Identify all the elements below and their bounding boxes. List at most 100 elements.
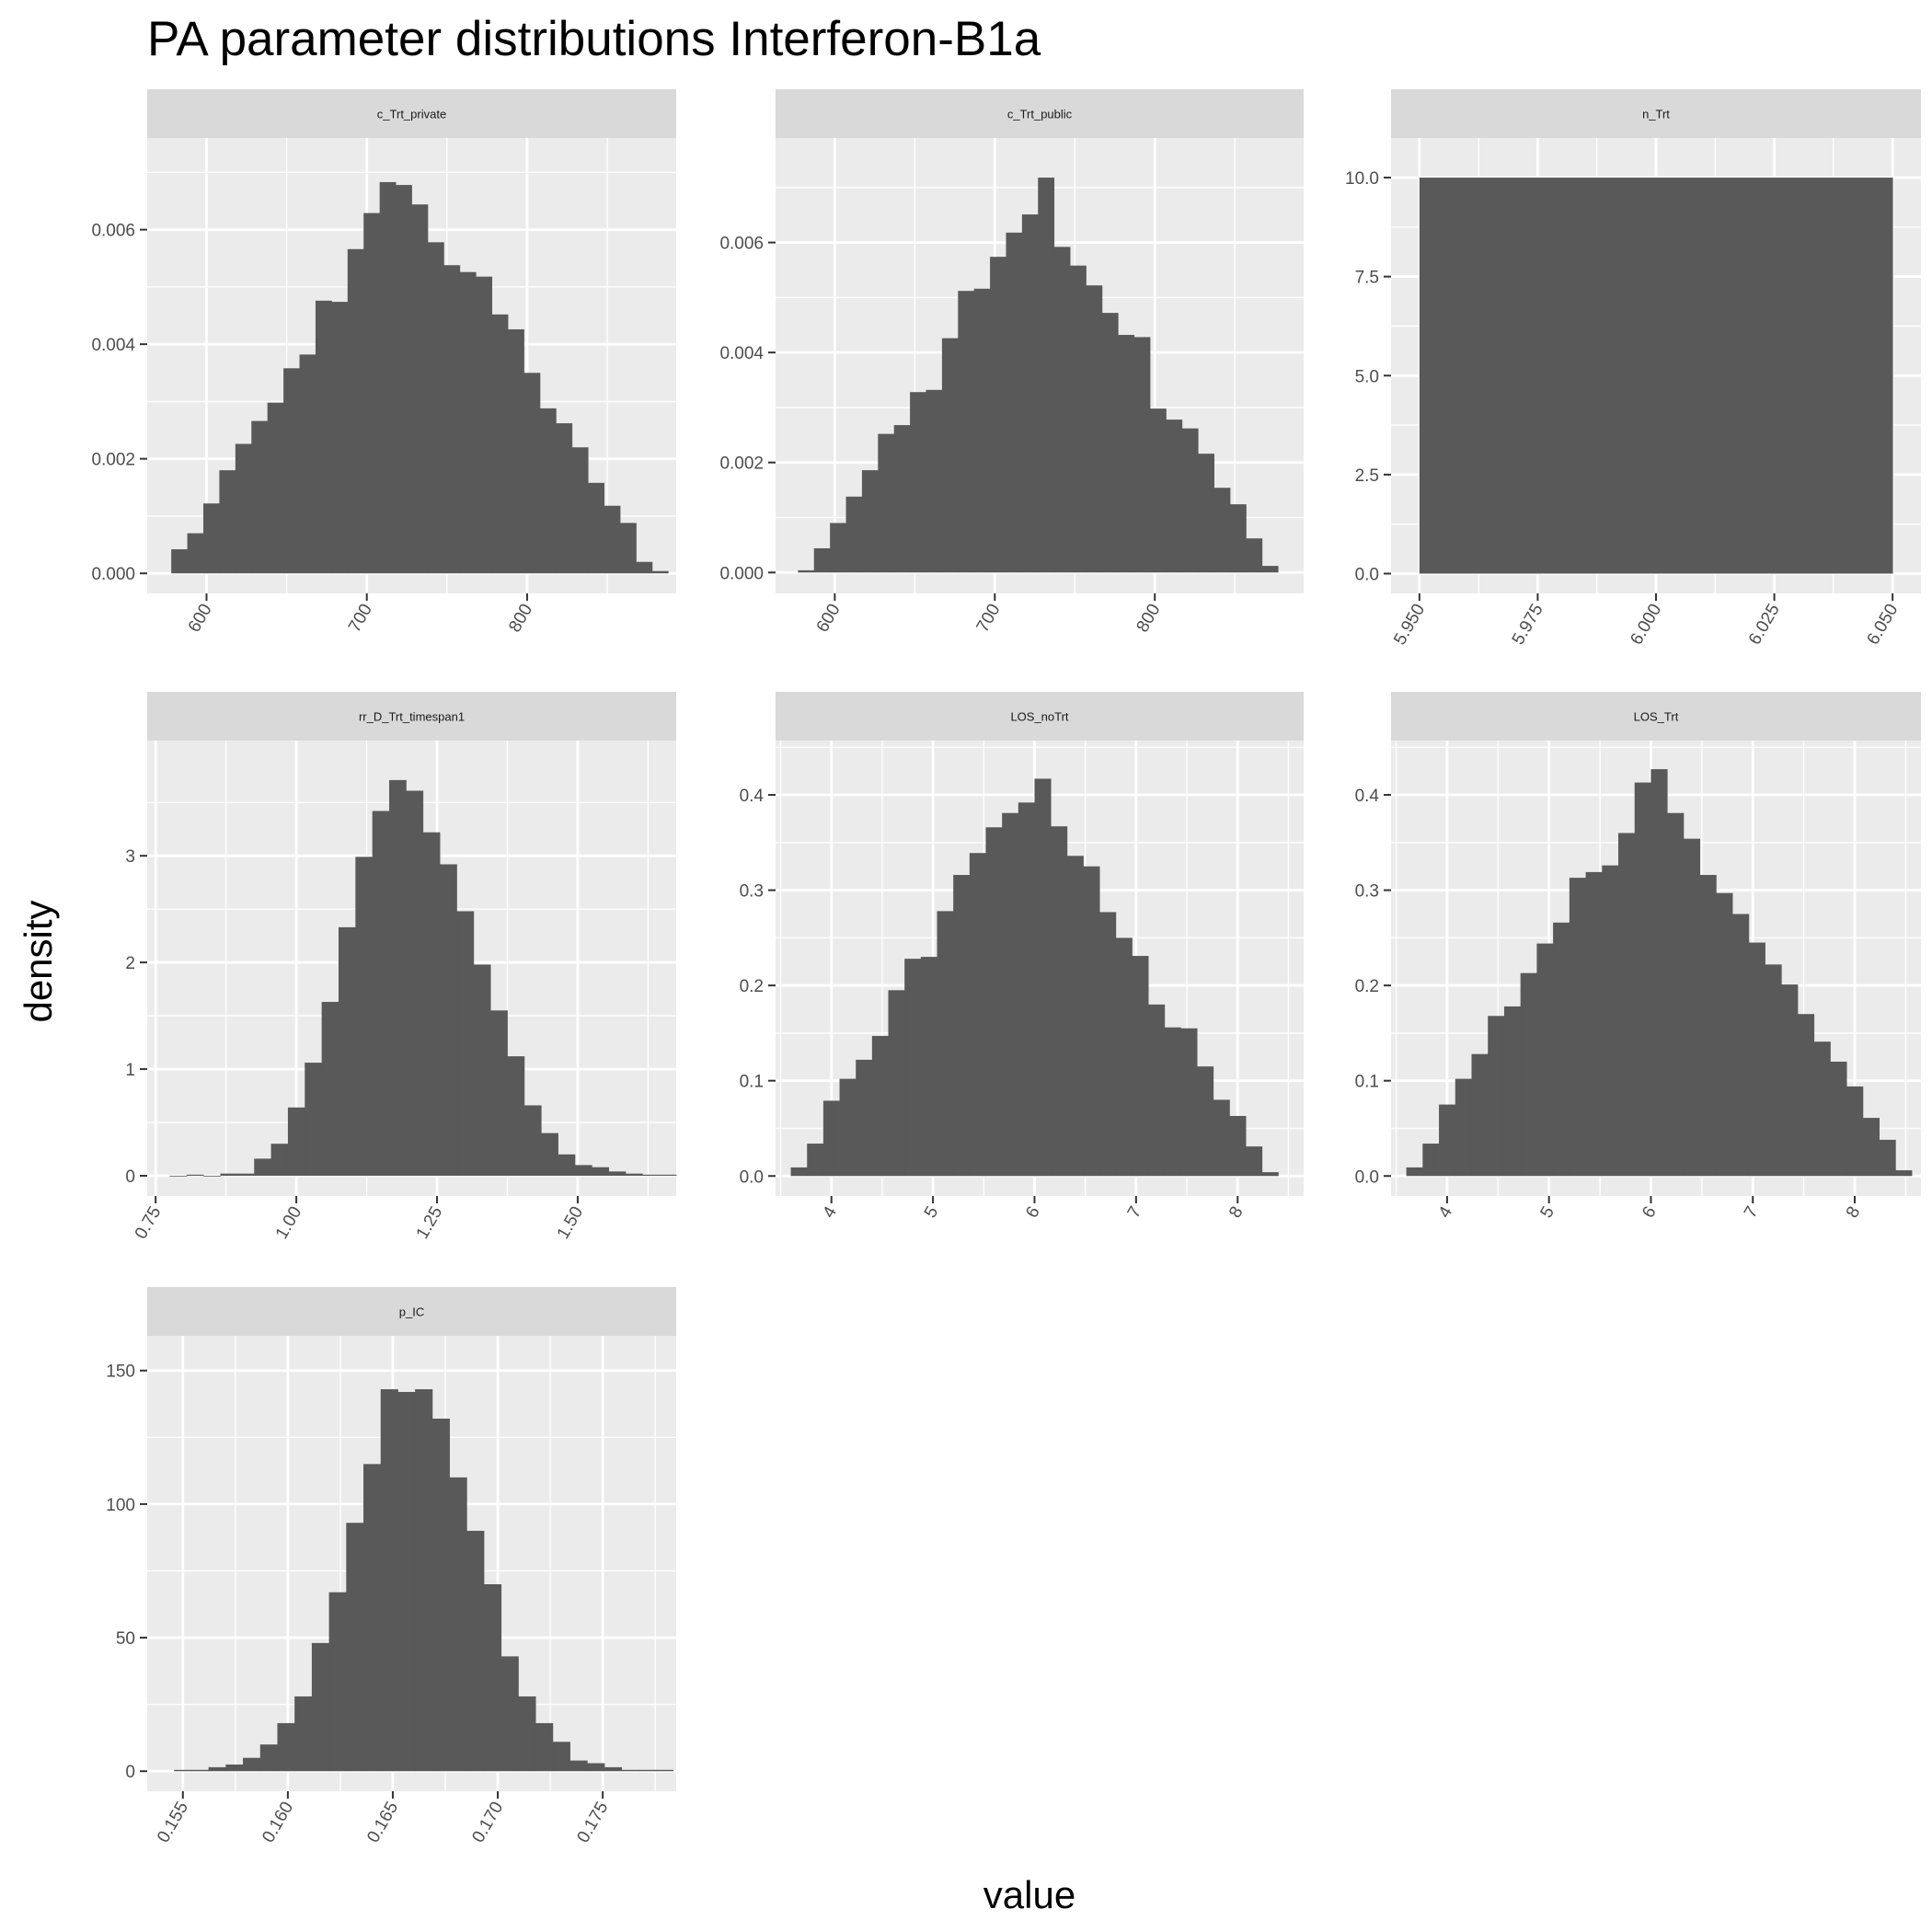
- histogram-bar: [235, 443, 252, 574]
- histogram-bar: [220, 1173, 238, 1176]
- histogram-bar: [1439, 1104, 1456, 1177]
- histogram-bar: [508, 328, 524, 574]
- histogram-bar: [1765, 964, 1782, 1177]
- histogram-bar: [621, 1769, 639, 1772]
- histogram-bar: [1895, 1170, 1913, 1177]
- histogram-bar: [363, 213, 381, 574]
- histogram-bar: [406, 790, 424, 1176]
- histogram-bar: [456, 911, 475, 1176]
- histogram-bar: [1086, 285, 1103, 573]
- histogram-bar: [169, 1175, 188, 1177]
- facet-strip: [1391, 89, 1921, 138]
- y-tick-label: 0.004: [719, 344, 764, 363]
- facet-strip: [147, 89, 676, 138]
- y-tick-label: 5.0: [1355, 367, 1379, 386]
- histogram-bar: [1038, 178, 1055, 573]
- histogram-bar: [1536, 943, 1554, 1177]
- histogram-bar: [490, 1010, 508, 1176]
- histogram-bar: [459, 271, 477, 574]
- x-tick-label: 7: [1741, 1203, 1762, 1222]
- histogram-bar: [507, 1056, 525, 1176]
- histogram-bar: [1553, 922, 1570, 1177]
- y-tick-label: 0.000: [91, 565, 135, 584]
- panel-los-trt: LOS_Trt 0.0 0.1 0.2 0.3 0.4 4 5 6 7 8: [1355, 692, 1921, 1222]
- histogram-bar: [1118, 335, 1135, 573]
- histogram-bar: [861, 470, 879, 573]
- histogram-bar: [1797, 1014, 1815, 1177]
- facet-strip-label: LOS_Trt: [1634, 710, 1679, 724]
- histogram-bar: [571, 447, 589, 574]
- x-tick-label: 5.950: [1390, 601, 1429, 649]
- histogram-bar: [1748, 942, 1765, 1177]
- histogram-bar: [287, 1107, 305, 1176]
- panel-p-ic: p_IC 0 50 100 150 0.155 0.160 0.165 0.170 0.175: [106, 1287, 676, 1846]
- y-tick-label: 0.002: [91, 451, 135, 470]
- histogram-bar: [431, 1419, 450, 1772]
- histogram-bar: [523, 373, 541, 574]
- histogram-bar: [1503, 1006, 1522, 1177]
- histogram-bar: [311, 1642, 329, 1772]
- histogram-bar: [523, 1105, 542, 1176]
- y-tick-label: 0.4: [1355, 787, 1380, 806]
- histogram-bar: [636, 561, 653, 574]
- x-tick-label: 1.25: [413, 1203, 447, 1243]
- facet-strip-label: c_Trt_public: [1007, 108, 1073, 121]
- panel-n-trt: n_Trt 0.0 2.5 5.0 7.5 10.0 5.950 5.975 6.000 6.02…: [1345, 89, 1921, 649]
- histogram-bar: [839, 1078, 857, 1177]
- histogram-bar: [620, 523, 637, 574]
- histogram-bar: [476, 276, 493, 574]
- histogram-bar: [1716, 892, 1733, 1177]
- histogram-bar: [651, 570, 669, 574]
- histogram-bar: [422, 832, 441, 1176]
- y-tick-label: 3: [125, 847, 135, 867]
- histogram-bar: [1602, 865, 1619, 1177]
- histogram-bar: [305, 1063, 323, 1176]
- histogram-bar: [1229, 1116, 1247, 1177]
- facet-strip: [147, 1287, 676, 1336]
- x-tick-label: 700: [973, 601, 1005, 636]
- histogram-bar: [346, 1523, 364, 1772]
- facet-strip: [147, 692, 676, 741]
- histogram-bar: [267, 402, 284, 574]
- facet-strip: [776, 89, 1304, 138]
- y-tick-label: 2.5: [1355, 466, 1379, 486]
- y-tick-label: 0.3: [1355, 882, 1379, 902]
- facet-strip-label: c_Trt_private: [377, 108, 446, 121]
- histogram-bar: [569, 1760, 588, 1772]
- histogram-bar: [1066, 856, 1084, 1177]
- histogram-bar: [608, 1171, 627, 1176]
- y-tick-label: 0.002: [719, 454, 764, 474]
- histogram-bar: [1099, 912, 1117, 1177]
- x-axis-title: value: [983, 1873, 1075, 1916]
- histogram-bar: [254, 1158, 271, 1176]
- x-tick-label: 0.75: [132, 1203, 166, 1243]
- histogram-bar: [1180, 1028, 1198, 1177]
- histogram-bar: [985, 827, 1003, 1177]
- y-tick-label: 0.0: [740, 1167, 764, 1187]
- histogram-bar: [347, 248, 364, 574]
- histogram-bar: [604, 1766, 623, 1772]
- histogram-bar: [1002, 812, 1019, 1177]
- histogram-bar: [1229, 504, 1247, 573]
- histogram-bar: [411, 204, 429, 574]
- histogram-bar: [389, 779, 407, 1176]
- x-tick-label: 4: [1435, 1203, 1457, 1222]
- histogram-bar: [807, 1144, 824, 1177]
- x-tick-label: 5: [1537, 1203, 1558, 1222]
- y-tick-label: 1: [125, 1061, 135, 1080]
- histogram-bar: [171, 549, 188, 574]
- histogram-bar: [277, 1722, 295, 1772]
- histogram-bar: [1471, 1053, 1489, 1177]
- x-tick-label: 0.175: [574, 1799, 613, 1846]
- histogram-bar: [1006, 232, 1023, 573]
- histogram-bar: [1862, 1118, 1880, 1177]
- histogram-bar: [1683, 838, 1701, 1177]
- histogram-bar: [642, 1174, 661, 1176]
- facet-strip: [1391, 692, 1921, 741]
- histogram-bar: [190, 1769, 210, 1772]
- histogram-bar: [1488, 1016, 1505, 1177]
- histogram-bar: [1650, 769, 1668, 1177]
- y-tick-label: 0.1: [740, 1073, 764, 1092]
- histogram-bar: [910, 392, 926, 573]
